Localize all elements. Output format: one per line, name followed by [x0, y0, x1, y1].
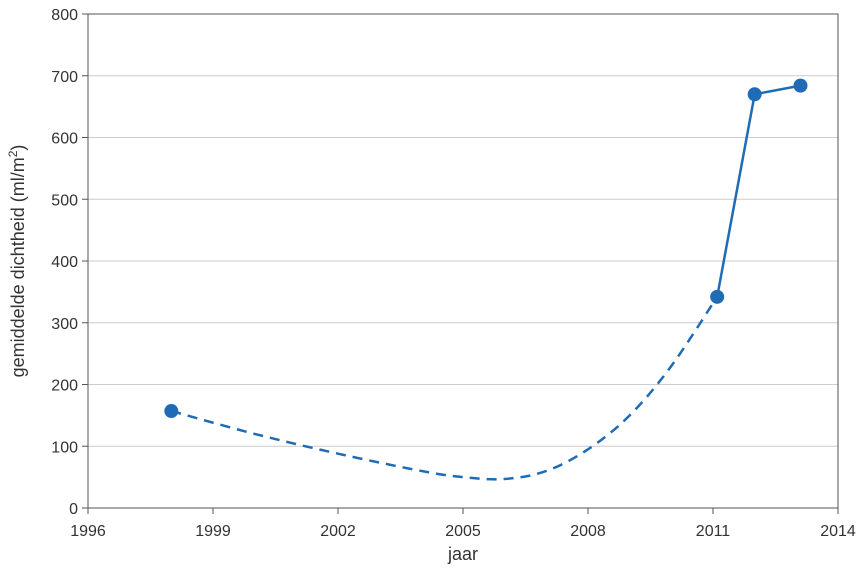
data-point — [164, 404, 179, 419]
y-axis-title-main: gemiddelde dichtheid (ml/m — [8, 157, 28, 377]
y-tick-label: 700 — [51, 69, 78, 86]
x-tick-label: 2008 — [570, 523, 606, 540]
gridlines — [88, 75, 838, 447]
y-axis-ticks: 0 100 200 300 400 500 600 700 800 — [51, 7, 88, 518]
x-tick-label: 1996 — [70, 523, 106, 540]
data-point — [710, 289, 725, 304]
data-points — [164, 78, 808, 419]
x-tick-label: 2014 — [820, 523, 856, 540]
data-point — [747, 87, 762, 102]
y-tick-label: 300 — [51, 316, 78, 333]
x-tick-label: 1999 — [195, 523, 231, 540]
y-tick-label: 500 — [51, 192, 78, 209]
x-tick-label: 2011 — [696, 523, 731, 540]
y-tick-label: 0 — [69, 501, 78, 518]
x-tick-label: 2005 — [445, 523, 481, 540]
solid-series-line — [715, 84, 801, 298]
y-tick-label: 600 — [51, 131, 78, 148]
y-tick-label: 800 — [51, 7, 78, 24]
y-axis-title-superscript: 2 — [6, 150, 20, 157]
y-tick-label: 200 — [51, 378, 78, 395]
x-axis-ticks: 1996 1999 2002 2005 2008 2011 2014 — [70, 508, 856, 540]
dashed-series-line — [171, 296, 719, 481]
data-point — [793, 78, 808, 93]
y-axis-title-close: ) — [8, 145, 28, 151]
x-axis-title: jaar — [447, 544, 478, 564]
y-tick-label: 100 — [51, 439, 78, 456]
x-tick-label: 2002 — [320, 523, 356, 540]
y-tick-label: 400 — [51, 254, 78, 271]
y-axis-title: gemiddelde dichtheid (ml/m2) — [6, 145, 28, 378]
